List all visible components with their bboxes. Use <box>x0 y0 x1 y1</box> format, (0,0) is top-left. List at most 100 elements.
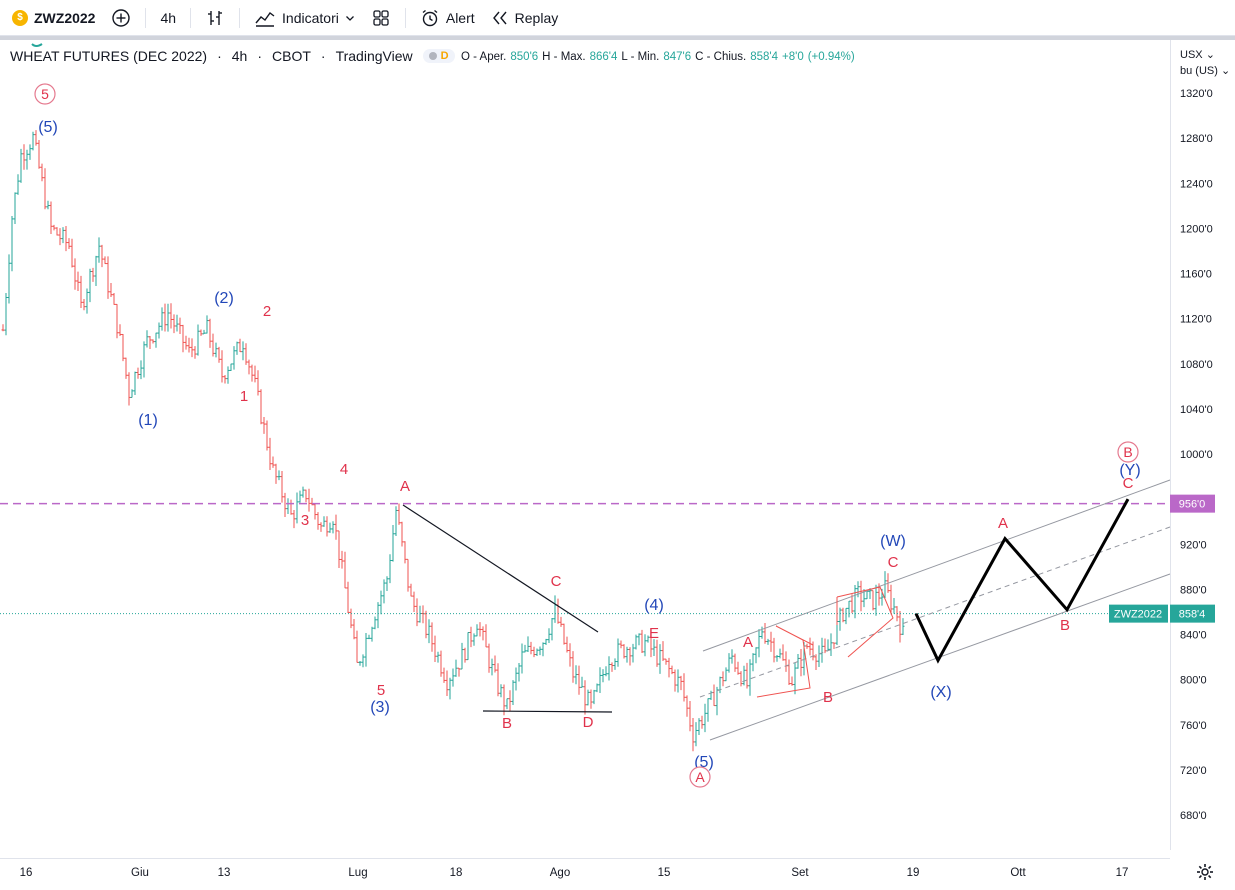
ohlc-bar <box>763 623 767 644</box>
ohlc-bar <box>793 663 797 695</box>
ohlc-bar <box>571 651 575 683</box>
ohlc-bar <box>235 341 239 355</box>
symbol-label: ZWZ2022 <box>34 9 96 26</box>
ohlc-bar <box>7 254 11 304</box>
ohlc-bar <box>862 589 866 608</box>
price-axis[interactable] <box>1170 40 1235 850</box>
ohlc-bar <box>142 341 146 378</box>
ohlc-bar <box>163 303 167 332</box>
alert-button[interactable]: Alert <box>412 4 483 32</box>
ohlc-bar <box>559 616 563 627</box>
currency-selector[interactable]: USX ⌄ bu (US) ⌄ <box>1180 47 1230 79</box>
ohlc-bar <box>676 669 680 693</box>
symbol-search-button[interactable]: $ ZWZ2022 <box>4 4 103 32</box>
high-value: 866'4 <box>589 51 618 63</box>
compare-add-button[interactable] <box>103 4 139 32</box>
ohlc-bar <box>406 558 410 592</box>
wave-label-red: C <box>888 554 899 571</box>
ohlc-bar <box>673 669 677 692</box>
ohlc-bar <box>43 168 47 210</box>
ohlc-bar <box>598 667 602 693</box>
ohlc-bar <box>589 689 593 709</box>
ohlc-bar <box>34 130 38 146</box>
ohlc-bar <box>736 661 740 675</box>
low-label: L - Min. <box>621 51 660 63</box>
ohlc-bar <box>88 268 92 303</box>
ohlc-bar <box>58 228 62 246</box>
ohlc-bar <box>652 639 656 656</box>
ohlc-bar <box>193 346 197 359</box>
wave-label-red: B <box>1060 617 1070 634</box>
ohlc-bar <box>328 522 332 533</box>
ohlc-bar <box>667 657 671 678</box>
templates-button[interactable] <box>363 4 399 32</box>
ohlc-bar <box>877 583 881 606</box>
ohlc-bar <box>196 324 200 356</box>
ohlc-bar <box>535 648 539 657</box>
ohlc-bar <box>382 579 386 604</box>
ohlc-bar <box>808 637 812 656</box>
ohlc-bar <box>301 486 305 498</box>
ohlc-bar <box>346 581 350 614</box>
channel-mid-line <box>699 526 1171 698</box>
ohlc-bar <box>160 307 164 331</box>
ohlc-bar <box>781 644 785 661</box>
ohlc-bar <box>37 139 41 169</box>
ohlc-bar <box>412 591 416 612</box>
wave-label-red: A <box>400 478 410 495</box>
time-axis[interactable] <box>0 858 1170 890</box>
ohlc-bar <box>127 372 131 406</box>
ohlc-bar <box>475 624 479 637</box>
ohlc-bar <box>349 608 353 629</box>
ohlc-bar <box>526 636 530 653</box>
ohlc-bar <box>4 293 8 336</box>
ohlc-bar <box>442 667 446 683</box>
ohlc-bar <box>799 649 803 677</box>
ohlc-bar <box>379 590 383 615</box>
ohlc-bar <box>592 689 596 705</box>
ohlc-bar <box>850 594 854 614</box>
indicators-button[interactable]: Indicatori <box>246 4 363 32</box>
ohlc-bar <box>550 617 554 641</box>
ohlc-bar <box>451 668 455 687</box>
interval-button[interactable]: 4h <box>152 4 184 32</box>
currency-label: USX <box>1180 49 1203 61</box>
ohlc-bar <box>817 645 821 668</box>
ohlc-bar <box>277 470 281 481</box>
settings-gear-icon[interactable] <box>1195 862 1215 882</box>
ohlc-bar <box>748 659 752 696</box>
ohlc-bar <box>370 626 374 642</box>
ohlc-bar <box>298 490 302 503</box>
ohlc-bar <box>613 658 617 670</box>
wave-label-blue: (Y) <box>1119 462 1140 479</box>
ohlc-bar <box>874 584 878 616</box>
ohlc-bar <box>709 690 713 700</box>
ohlc-bar <box>802 642 806 676</box>
ohlc-bar <box>154 332 158 348</box>
ohlc-bar <box>49 201 53 234</box>
unit-label: bu (US) <box>1180 65 1218 77</box>
chart-type-button[interactable] <box>197 4 233 32</box>
ohlc-bar <box>565 636 569 653</box>
ohlc-bar <box>202 329 206 335</box>
ohlc-bar <box>466 631 470 661</box>
elliott-projection-path <box>914 498 1130 664</box>
indicators-label: Indicatori <box>282 9 339 26</box>
replay-button[interactable]: Replay <box>483 4 567 32</box>
red-wedge-2 <box>836 586 894 658</box>
ohlc-bar <box>772 637 776 663</box>
ohlc-bar <box>331 521 335 534</box>
ohlc-bar <box>136 367 140 379</box>
plus-circle-icon <box>112 8 131 27</box>
ohlc-bar <box>184 335 188 350</box>
alarm-clock-icon <box>422 9 438 26</box>
delay-badge[interactable]: D <box>422 49 455 63</box>
ohlc-bar <box>649 633 653 658</box>
ohlc-bar <box>394 506 398 537</box>
drawings-layer <box>0 479 1171 741</box>
high-label: H - Max. <box>542 51 586 63</box>
ohlc-bar <box>22 144 26 170</box>
ohlc-bar <box>616 638 620 667</box>
ohlc-bar <box>739 671 743 687</box>
